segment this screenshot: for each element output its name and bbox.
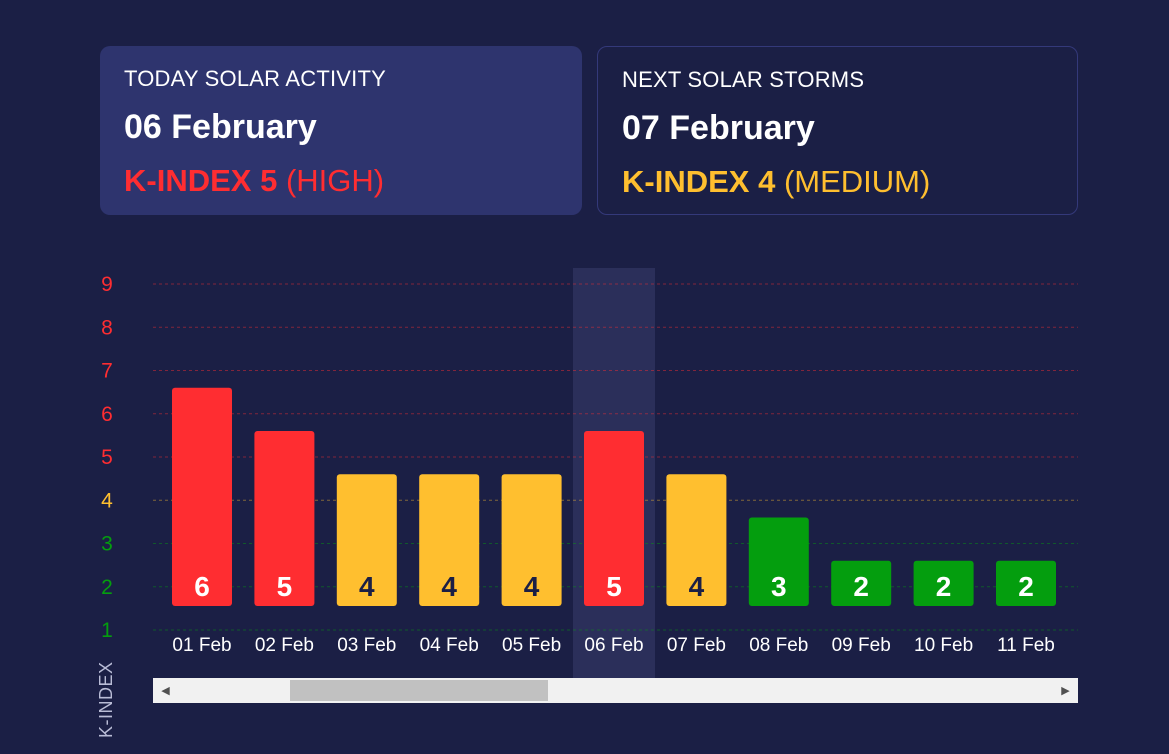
- bar-value-label: 4: [689, 571, 705, 602]
- y-tick-label: 2: [101, 576, 113, 599]
- y-tick-label: 7: [101, 360, 113, 383]
- y-axis-title: K-INDEX: [96, 661, 116, 738]
- today-kindex: K-INDEX 5 (HIGH): [124, 163, 558, 199]
- bar-value-label: 4: [359, 571, 375, 602]
- bar: [172, 387, 232, 606]
- chart-scrollbar[interactable]: ◀ ▶: [153, 678, 1078, 703]
- x-tick-label: 11 Feb: [997, 635, 1055, 656]
- today-label: TODAY SOLAR ACTIVITY: [124, 66, 386, 91]
- bar-value-label: 3: [771, 571, 787, 602]
- bar: [831, 560, 892, 606]
- next-storms-card: NEXT SOLAR STORMS 07 February K-INDEX 4 …: [597, 46, 1078, 215]
- bar-value-label: 4: [524, 571, 540, 602]
- bar: [254, 431, 315, 606]
- next-kindex-level: (MEDIUM): [783, 164, 931, 199]
- bar-value-label: 6: [194, 571, 210, 602]
- bar-value-label: 2: [1018, 571, 1034, 602]
- scroll-right-arrow-icon[interactable]: ▶: [1061, 685, 1070, 697]
- y-tick-label: 9: [101, 273, 113, 296]
- bar-value-label: 2: [853, 571, 869, 602]
- bar-value-label: 5: [277, 571, 293, 602]
- y-tick-label: 5: [101, 446, 113, 469]
- y-tick-label: 6: [101, 403, 113, 426]
- bar-value-label: 4: [441, 571, 457, 602]
- x-tick-label: 05 Feb: [502, 635, 561, 656]
- y-tick-label: 4: [101, 489, 113, 512]
- x-tick-label: 04 Feb: [420, 635, 479, 656]
- next-kindex-value: K-INDEX 4: [622, 164, 776, 199]
- scroll-left-arrow-icon[interactable]: ◀: [161, 685, 170, 697]
- bar-value-label: 5: [606, 571, 622, 602]
- x-tick-label: 03 Feb: [337, 635, 396, 656]
- bar: [748, 517, 809, 606]
- x-tick-label: 02 Feb: [255, 635, 314, 656]
- x-tick-label: 08 Feb: [749, 635, 808, 656]
- bar: [336, 474, 397, 606]
- x-tick-label: 07 Feb: [667, 635, 726, 656]
- scrollbar-thumb[interactable]: [290, 680, 548, 701]
- bar: [996, 560, 1056, 606]
- bar: [501, 474, 562, 606]
- bar: [666, 474, 727, 606]
- x-tick-label: 10 Feb: [914, 635, 973, 656]
- next-kindex: K-INDEX 4 (MEDIUM): [622, 164, 1053, 200]
- today-date: 06 February: [124, 108, 317, 146]
- bar: [419, 474, 480, 606]
- today-kindex-value: K-INDEX 5: [124, 163, 278, 198]
- y-tick-label: 8: [101, 316, 113, 339]
- today-kindex-level: (HIGH): [285, 163, 385, 198]
- next-date: 07 February: [622, 109, 815, 147]
- today-activity-card: TODAY SOLAR ACTIVITY 06 February K-INDEX…: [100, 46, 582, 215]
- bar-value-label: 2: [936, 571, 952, 602]
- x-tick-label: 06 Feb: [584, 635, 643, 656]
- x-tick-label: 01 Feb: [172, 635, 231, 656]
- y-tick-label: 3: [101, 533, 113, 556]
- bar: [584, 431, 644, 606]
- next-label: NEXT SOLAR STORMS: [622, 67, 865, 92]
- x-tick-label: 09 Feb: [832, 635, 891, 656]
- bar: [913, 560, 974, 606]
- y-tick-label: 1: [101, 619, 113, 642]
